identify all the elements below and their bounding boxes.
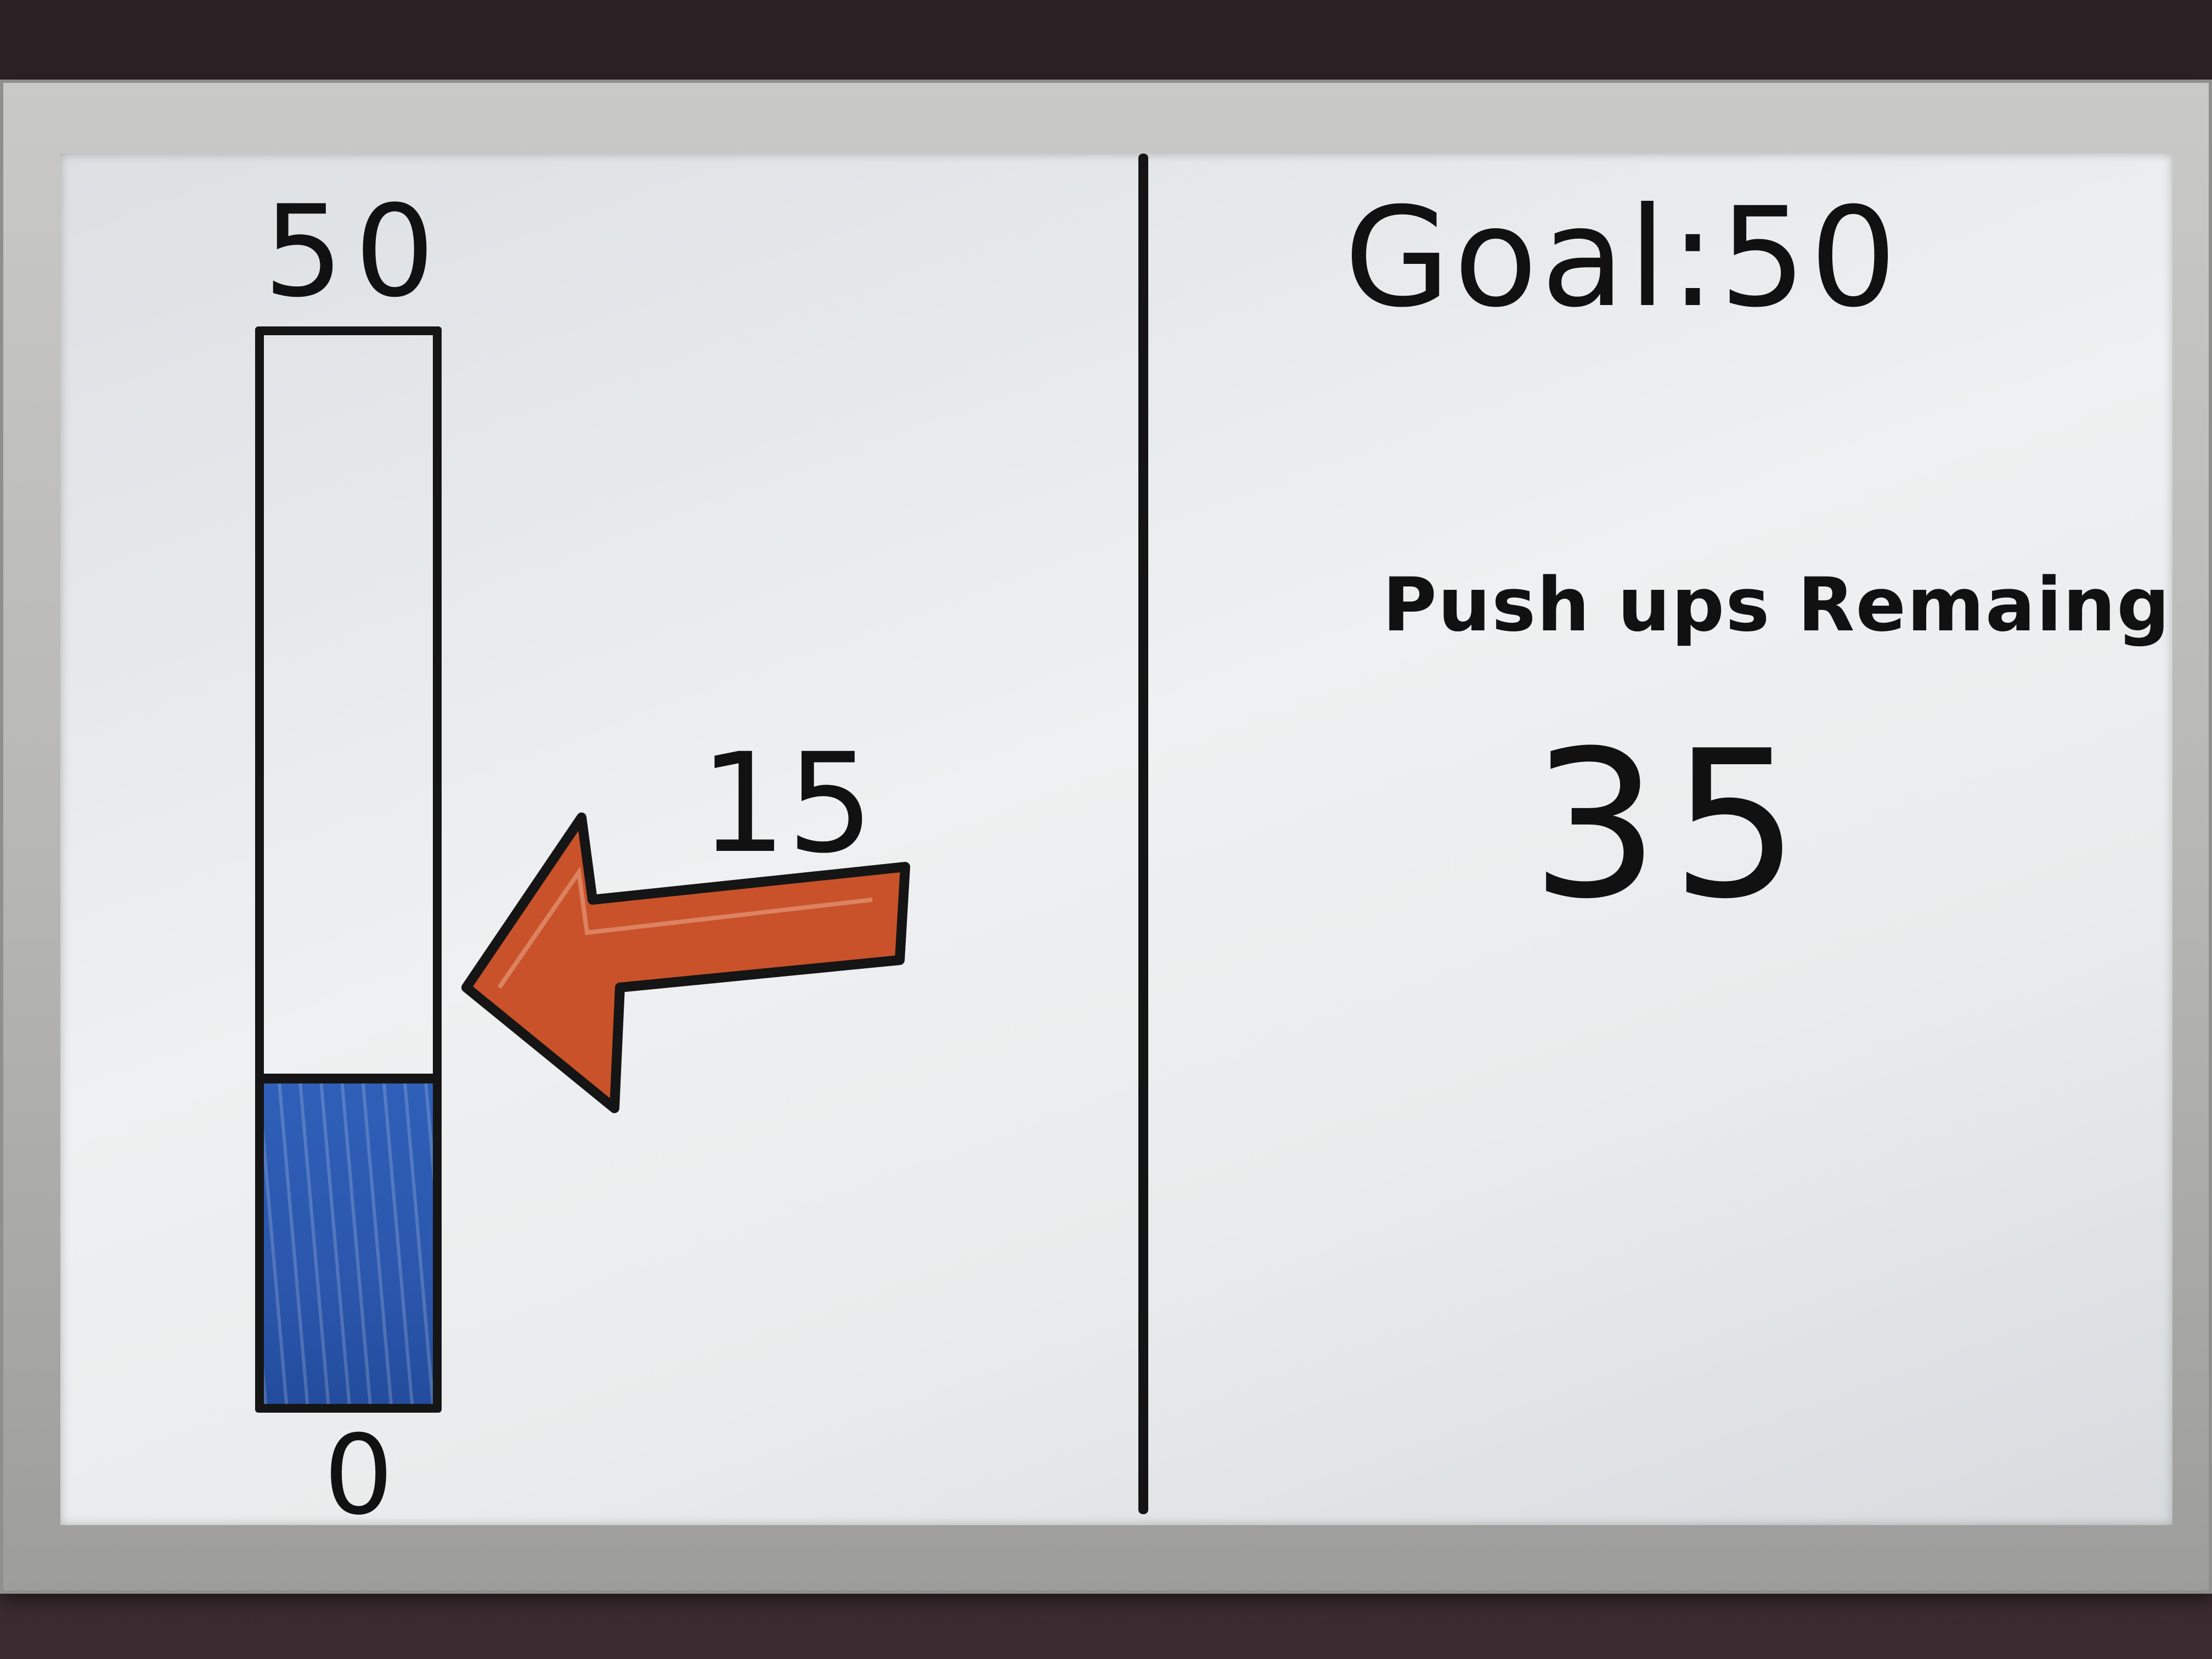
progress-gauge [255,326,442,1413]
remaining-label: Push ups Remaing [1383,562,2171,648]
progress-gauge-fill [264,1073,433,1404]
gauge-min-label: 0 [324,1412,394,1539]
goal-text: Goal:50 [1344,178,1900,337]
center-divider-line [1138,154,1148,1514]
left-arrow-icon [461,812,910,1113]
remaining-value: 35 [1531,708,1811,944]
gauge-max-label: 50 [263,179,446,325]
current-count-label: 15 [699,724,874,883]
